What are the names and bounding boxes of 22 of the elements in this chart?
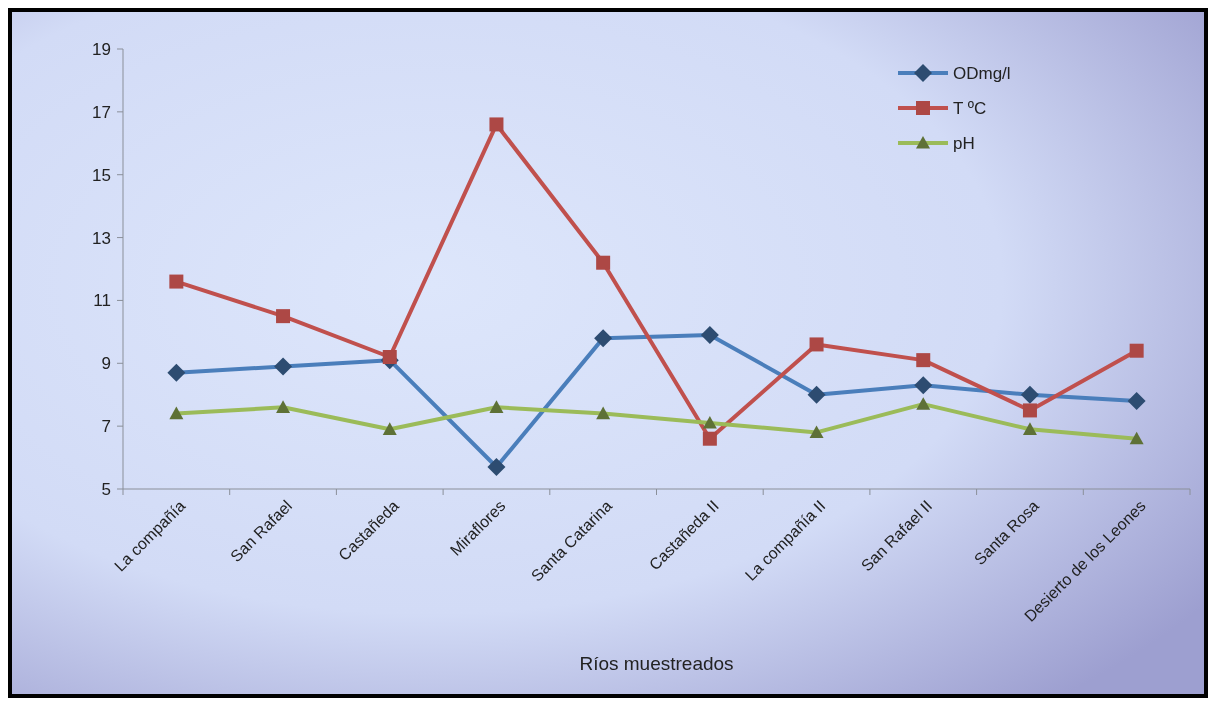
legend-label: pH [953,133,975,153]
point [169,274,184,289]
legend-label: ODmg/l [953,63,1011,83]
legend-label: T ºC [953,98,987,118]
y-tick-label: 11 [93,291,111,311]
point [702,431,717,446]
point [276,309,291,324]
y-tick-label: 15 [92,165,111,185]
y-tick-label: 9 [101,354,111,374]
point [1129,343,1144,358]
x-axis-title: Ríos muestreados [579,653,734,674]
y-tick-label: 19 [92,39,111,59]
y-tick-label: 7 [101,417,111,437]
y-tick-label: 13 [92,228,111,248]
point [489,117,504,132]
point [1022,403,1037,418]
point [596,255,611,270]
y-tick-label: 17 [92,102,111,122]
point [382,350,397,364]
point [809,337,824,352]
point [916,353,931,368]
y-tick-label: 5 [101,479,111,499]
